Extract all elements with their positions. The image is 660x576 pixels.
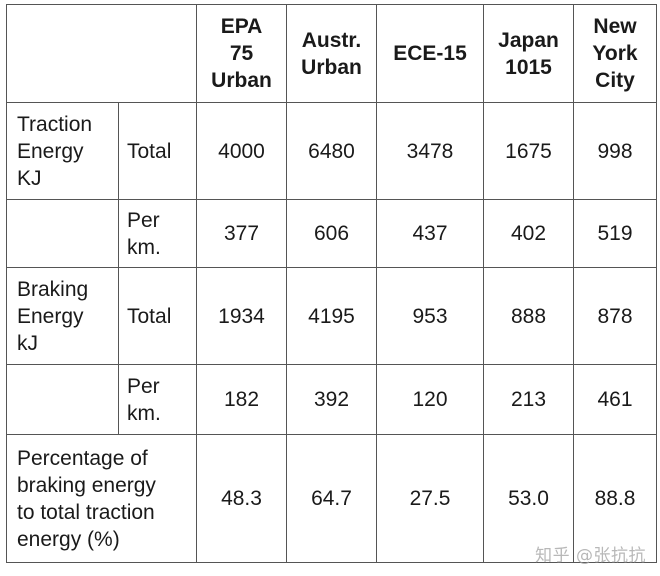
value-cell: 1934 bbox=[196, 267, 287, 365]
row-sub-label: Per km. bbox=[118, 364, 197, 435]
value-cell: 519 bbox=[573, 199, 657, 268]
value-cell: 1675 bbox=[483, 102, 574, 200]
percentage-row: Percentage of braking energy to total tr… bbox=[6, 434, 657, 563]
header-ece15: ECE-15 bbox=[376, 4, 484, 103]
value-cell: 27.5 bbox=[376, 434, 484, 563]
value-cell: 48.3 bbox=[196, 434, 287, 563]
header-corner-cell bbox=[6, 4, 197, 103]
table-row: Per km. 182 392 120 213 461 bbox=[6, 364, 657, 435]
value-cell: 998 bbox=[573, 102, 657, 200]
row-group-label: Traction Energy KJ bbox=[6, 102, 119, 200]
value-cell: 606 bbox=[286, 199, 377, 268]
value-cell: 4195 bbox=[286, 267, 377, 365]
value-cell: 392 bbox=[286, 364, 377, 435]
header-row: EPA 75 Urban Austr. Urban ECE-15 Japan 1… bbox=[6, 4, 657, 103]
value-cell: 88.8 bbox=[573, 434, 657, 563]
table-row: Traction Energy KJ Total 4000 6480 3478 … bbox=[6, 102, 657, 200]
row-group-label bbox=[6, 364, 119, 435]
value-cell: 377 bbox=[196, 199, 287, 268]
value-cell: 461 bbox=[573, 364, 657, 435]
table-row: Braking Energy kJ Total 1934 4195 953 88… bbox=[6, 267, 657, 365]
value-cell: 878 bbox=[573, 267, 657, 365]
row-group-label: Braking Energy kJ bbox=[6, 267, 119, 365]
row-sub-label: Per km. bbox=[118, 199, 197, 268]
value-cell: 120 bbox=[376, 364, 484, 435]
row-sub-label: Total bbox=[118, 102, 197, 200]
percentage-row-label: Percentage of braking energy to total tr… bbox=[6, 434, 197, 563]
header-japan1015: Japan 1015 bbox=[483, 4, 574, 103]
header-austr-urban: Austr. Urban bbox=[286, 4, 377, 103]
value-cell: 402 bbox=[483, 199, 574, 268]
row-group-label bbox=[6, 199, 119, 268]
value-cell: 64.7 bbox=[286, 434, 377, 563]
value-cell: 888 bbox=[483, 267, 574, 365]
value-cell: 6480 bbox=[286, 102, 377, 200]
table-row: Per km. 377 606 437 402 519 bbox=[6, 199, 657, 268]
value-cell: 3478 bbox=[376, 102, 484, 200]
row-sub-label: Total bbox=[118, 267, 197, 365]
energy-table: EPA 75 Urban Austr. Urban ECE-15 Japan 1… bbox=[6, 4, 657, 563]
header-epa75-urban: EPA 75 Urban bbox=[196, 4, 287, 103]
value-cell: 213 bbox=[483, 364, 574, 435]
header-new-york-city: New York City bbox=[573, 4, 657, 103]
watermark-text: 知乎 @张抗抗 bbox=[535, 546, 646, 566]
value-cell: 953 bbox=[376, 267, 484, 365]
value-cell: 182 bbox=[196, 364, 287, 435]
value-cell: 437 bbox=[376, 199, 484, 268]
value-cell: 4000 bbox=[196, 102, 287, 200]
